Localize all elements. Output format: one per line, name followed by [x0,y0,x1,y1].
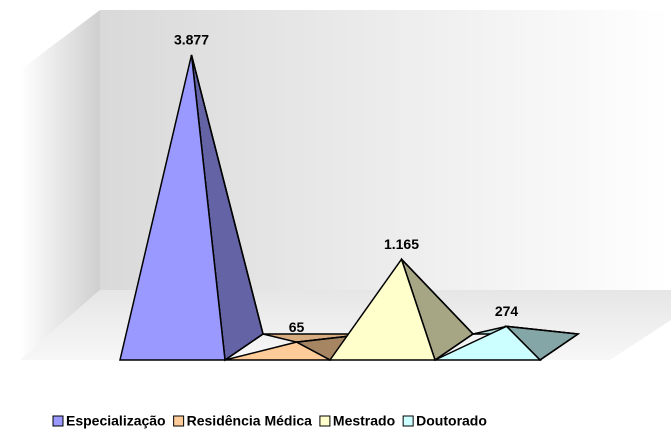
legend-label: Especialização [66,413,166,429]
pyramid-front [119,54,226,361]
data-label: 274 [495,303,519,319]
data-label: 1.165 [384,236,419,252]
data-label: 65 [289,319,305,335]
pyramid-front [224,341,331,361]
back-wall [100,10,671,290]
side-wall [20,10,100,360]
legend-swatch [402,415,414,427]
legend-swatch [52,415,64,427]
data-label: 3.877 [174,32,209,48]
legend-swatch [319,415,331,427]
legend-label: Residência Médica [187,413,312,429]
pyramid-front [328,257,437,361]
pyramid-front [434,325,542,361]
legend-label: Mestrado [333,413,395,429]
legend-swatch [173,415,185,427]
pyramid-back-shade [263,334,368,343]
legend-label: Doutorado [416,413,487,429]
